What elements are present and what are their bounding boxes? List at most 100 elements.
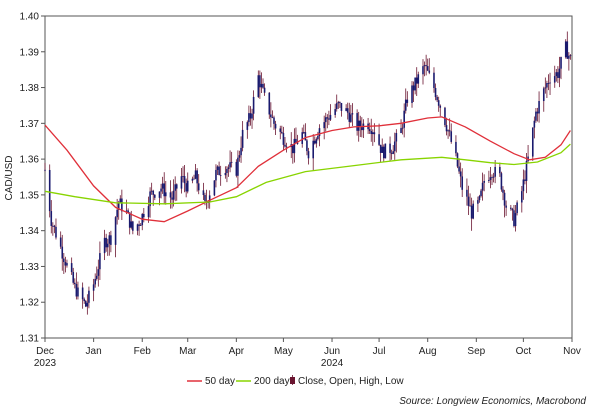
candle-body [130, 221, 133, 228]
candle-body [568, 55, 570, 59]
candle-body [143, 213, 145, 218]
candle-body [196, 170, 198, 184]
candle-body [445, 125, 448, 132]
candle-body [186, 180, 189, 192]
y-tick-label: 1.38 [20, 83, 40, 94]
y-tick-label: 1.34 [20, 226, 40, 237]
candle-body [77, 287, 79, 297]
candle-body [381, 146, 384, 153]
x-tick-label: Apr [229, 346, 245, 357]
candle-body [55, 226, 57, 238]
candle-body [426, 66, 429, 71]
candle-body [63, 258, 65, 263]
candle-body [326, 117, 329, 119]
y-axis-label: CAD/USD [4, 155, 15, 200]
y-tick-label: 1.35 [20, 190, 40, 201]
candle-body [415, 77, 418, 84]
y-tick-label: 1.37 [20, 119, 40, 130]
candle-body [524, 179, 526, 181]
candle-body [373, 132, 376, 135]
candle-body [175, 184, 178, 189]
candle-body [97, 269, 100, 276]
x-tick-label: Oct [516, 346, 532, 357]
series-line-200-day [44, 143, 571, 205]
candle-body [218, 166, 220, 175]
candle-body [372, 132, 374, 135]
candle-body [447, 130, 449, 132]
candle-body [64, 262, 67, 266]
candle-body [389, 143, 391, 153]
y-tick-label: 1.36 [20, 155, 40, 166]
candle-body [248, 113, 250, 123]
candle-body [66, 263, 68, 266]
candle-body [434, 87, 437, 98]
candle-body [533, 120, 536, 128]
legend-label-50-day: 50 day [205, 376, 235, 387]
candle-body [456, 153, 459, 167]
candle-body [323, 122, 325, 129]
candle-body [99, 253, 101, 270]
candle-body [121, 198, 123, 212]
x-tick-year-label: 2024 [321, 358, 344, 369]
candle-body [215, 169, 217, 181]
candle-body [185, 183, 187, 192]
candle-body [260, 83, 263, 88]
candle-body [292, 144, 294, 154]
candle-body [542, 88, 545, 102]
candle-body [219, 174, 222, 176]
candle-body [241, 129, 244, 148]
candle-body [302, 132, 305, 133]
candle-body [470, 205, 473, 219]
x-tick-label: Nov [563, 346, 581, 357]
candle-body [483, 180, 485, 183]
candle-body [450, 131, 453, 142]
candle-body [172, 190, 175, 200]
candle-body [105, 237, 107, 248]
candle-body [382, 146, 385, 159]
candle-body [461, 176, 464, 190]
y-tick-label: 1.32 [20, 298, 40, 309]
x-tick-label: Feb [134, 346, 152, 357]
candle-body [88, 290, 90, 303]
candle-body [304, 132, 307, 141]
candle-body [295, 138, 297, 143]
candle-body [285, 146, 288, 148]
candle-body [525, 161, 528, 181]
candle-body [224, 173, 227, 176]
y-tick-label: 1.40 [20, 12, 40, 23]
candle-body [281, 131, 283, 133]
candle-body [116, 209, 118, 218]
candle-body [86, 302, 89, 307]
legend-label-200-day: 200 day [254, 376, 290, 387]
candle-body [423, 65, 426, 67]
candle-body [153, 194, 156, 198]
candle-body [403, 110, 405, 128]
candle-body [488, 179, 490, 181]
legend: 50 day 200 day Close, Open, High, Low [187, 375, 404, 387]
candle-body [53, 225, 56, 227]
candle-body [557, 72, 559, 78]
candle-body [458, 166, 460, 172]
candle-body [351, 113, 354, 115]
moving-averages [44, 116, 571, 223]
candle-body [558, 68, 561, 78]
candle-body [202, 190, 205, 196]
candle-body [469, 205, 471, 207]
candle-body [164, 192, 167, 197]
candle-body [127, 210, 129, 213]
candle-body [350, 114, 352, 122]
candle-body [393, 141, 396, 152]
candle-body [392, 151, 394, 154]
candle-body [459, 171, 462, 177]
candle-body [125, 210, 128, 212]
x-tick-year-label: 2023 [34, 358, 57, 369]
candle-body [84, 301, 87, 307]
x-tick-label: Aug [419, 346, 437, 357]
candle-body [356, 113, 358, 131]
candle-body [149, 191, 151, 207]
candle-body [511, 208, 514, 211]
candle-body [428, 70, 431, 73]
candle-body [535, 111, 537, 121]
candle-body [263, 87, 266, 93]
